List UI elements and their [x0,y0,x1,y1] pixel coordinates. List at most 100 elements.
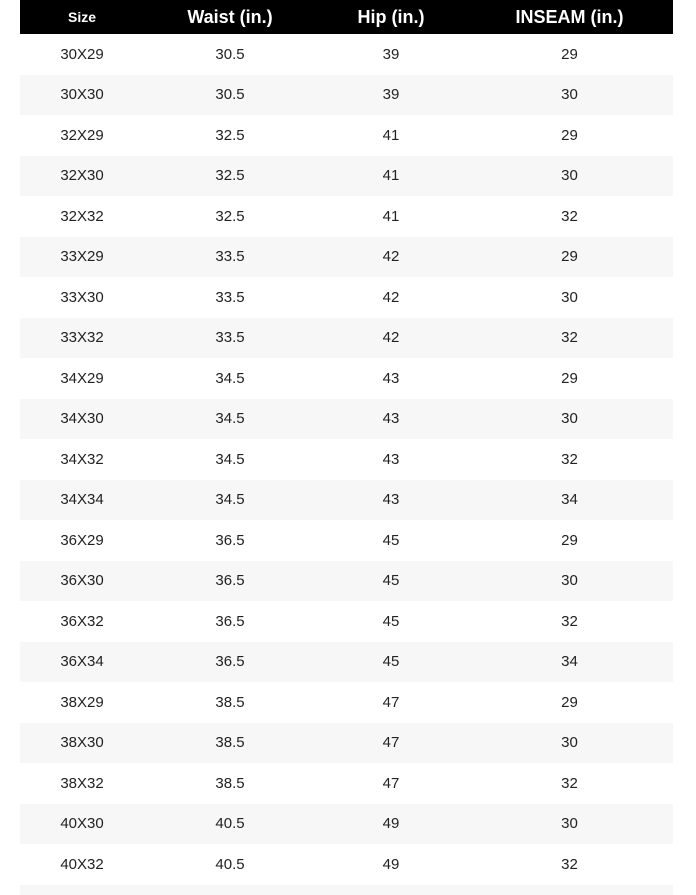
cell-waist: 30.5 [215,45,245,63]
table-row: 33X32 33.5 42 32 [20,317,673,358]
cell-inseam: 32 [561,855,578,873]
table-row: 32X30 32.5 41 30 [20,155,673,196]
table-row: 33X30 33.5 42 30 [20,277,673,318]
cell-hip: 41 [382,167,400,185]
table-row: 33X29 33.5 42 29 [20,236,673,277]
table-row: 40X32 40.5 49 32 [20,844,673,885]
cell-waist: 33.5 [215,248,245,266]
table-row: 36X29 36.5 45 29 [20,520,673,561]
header-inseam: INSEAM (in.) [515,6,624,27]
cell-inseam: 29 [561,45,578,63]
cell-waist: 34.5 [215,410,245,428]
cell-inseam: 32 [561,450,578,468]
cell-hip: 42 [382,248,400,266]
table-row: 36X30 36.5 45 30 [20,560,673,601]
cell-size: 36X30 [60,572,104,590]
cell-waist: 38.5 [215,693,245,711]
table-row: 30X29 30.5 39 29 [20,34,673,75]
cell-waist: 40.5 [215,815,245,833]
cell-waist: 40.5 [215,855,245,873]
cell-inseam: 32 [561,774,578,792]
cell-size: 38X32 [60,774,104,792]
size-chart-table: Size Waist (in.) Hip (in.) INSEAM (in.) … [20,0,673,895]
cell-size: 38X29 [60,693,104,711]
cell-size: 34X29 [60,369,104,387]
cell-waist: 34.5 [215,450,245,468]
cell-waist: 33.5 [215,329,245,347]
cell-waist: 32.5 [215,126,245,144]
table-row: 32X32 32.5 41 32 [20,196,673,237]
cell-inseam: 32 [561,612,578,630]
cell-waist: 32.5 [215,207,245,225]
cell-waist: 34.5 [215,491,245,509]
cell-waist: 38.5 [215,774,245,792]
cell-waist: 36.5 [215,572,245,590]
cell-waist: 36.5 [215,612,245,630]
cell-inseam: 34 [561,653,578,671]
table-row: 38X29 38.5 47 29 [20,682,673,723]
cell-hip: 45 [382,531,400,549]
cell-inseam: 30 [561,167,578,185]
cell-size: 38X30 [60,734,104,752]
cell-size: 30X29 [60,45,104,63]
cell-hip: 43 [382,491,400,509]
cell-waist: 36.5 [215,653,245,671]
table-header: Size Waist (in.) Hip (in.) INSEAM (in.) [20,0,673,34]
cell-size: 40X30 [60,815,104,833]
table-row: 38X30 38.5 47 30 [20,722,673,763]
cell-hip: 49 [382,815,400,833]
table-row: 38X32 38.5 47 32 [20,763,673,804]
cell-waist: 30.5 [215,86,245,104]
cell-inseam: 30 [561,572,578,590]
cell-inseam: 30 [561,734,578,752]
cell-hip: 42 [382,288,400,306]
cell-inseam: 32 [561,207,578,225]
cell-size: 32X29 [60,126,104,144]
cell-size: 36X32 [60,612,104,630]
cell-inseam: 29 [561,531,578,549]
cell-hip: 41 [382,207,400,225]
cell-size: 32X32 [60,207,104,225]
table-row: 32X29 32.5 41 29 [20,115,673,156]
cell-hip: 47 [382,693,400,711]
cell-hip: 41 [382,126,400,144]
cell-inseam: 29 [561,126,578,144]
header-waist: Waist (in.) [187,6,273,27]
table-row: 40X30 40.5 49 30 [20,803,673,844]
cell-size: 36X29 [60,531,104,549]
cell-size: 33X29 [60,248,104,266]
cell-inseam: 29 [561,693,578,711]
cell-inseam: 30 [561,288,578,306]
cell-size: 40X32 [60,855,104,873]
cell-hip: 45 [382,612,400,630]
cell-size: 33X32 [60,329,104,347]
cell-inseam: 32 [561,329,578,347]
cell-hip: 47 [382,774,400,792]
cell-waist: 36.5 [215,531,245,549]
cell-inseam: 30 [561,815,578,833]
cell-inseam: 30 [561,86,578,104]
cell-waist: 34.5 [215,369,245,387]
cell-inseam: 34 [561,491,578,509]
cell-waist: 33.5 [215,288,245,306]
cell-size: 30X30 [60,86,104,104]
header-hip: Hip (in.) [357,6,425,27]
cell-hip: 39 [382,45,400,63]
cell-size: 33X30 [60,288,104,306]
cell-hip: 42 [382,329,400,347]
cell-inseam: 29 [561,248,578,266]
cell-hip: 43 [382,450,400,468]
cell-hip: 49 [382,855,400,873]
table-row: 34X30 34.5 43 30 [20,398,673,439]
cell-size: 34X30 [60,410,104,428]
table-row: 34X29 34.5 43 29 [20,358,673,399]
cell-hip: 43 [382,410,400,428]
cell-size: 32X30 [60,167,104,185]
cell-waist: 32.5 [215,167,245,185]
table-row-spacer [20,884,673,895]
header-size: Size [67,9,96,25]
cell-waist: 38.5 [215,734,245,752]
cell-hip: 47 [382,734,400,752]
cell-size: 34X34 [60,491,104,509]
cell-size: 34X32 [60,450,104,468]
